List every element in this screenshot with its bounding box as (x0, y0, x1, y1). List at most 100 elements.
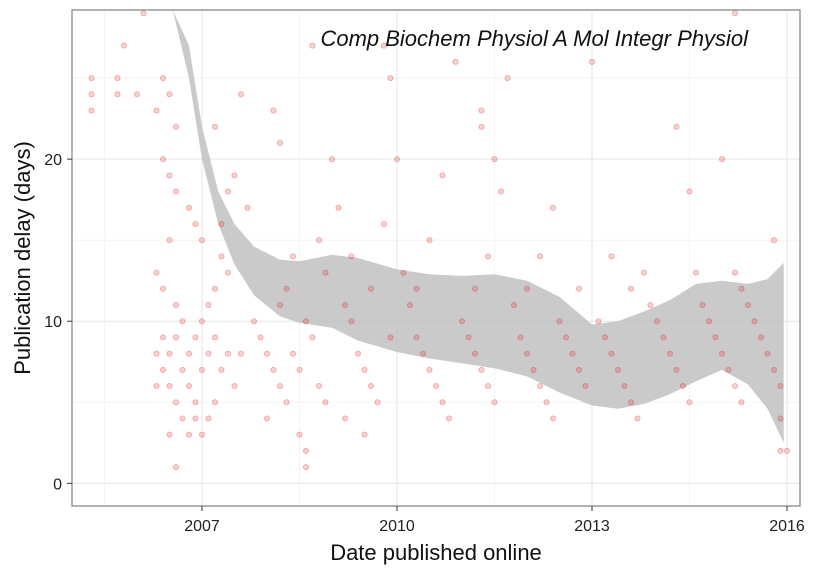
confidence-band (172, 10, 784, 443)
data-point (439, 399, 446, 406)
data-point (686, 188, 693, 195)
data-point (276, 302, 283, 309)
y-tick-label: 20 (44, 152, 62, 169)
data-point (628, 399, 635, 406)
data-point (224, 350, 231, 357)
data-point (361, 431, 368, 438)
data-point (621, 383, 628, 390)
data-point (478, 107, 485, 114)
x-tick-label: 2010 (379, 518, 415, 535)
data-point (198, 237, 205, 244)
data-point (211, 334, 218, 341)
data-point (400, 269, 407, 276)
data-point (517, 334, 524, 341)
data-point (712, 334, 719, 341)
data-point (192, 415, 199, 422)
data-point (758, 334, 765, 341)
data-point (458, 318, 465, 325)
data-point (159, 75, 166, 82)
data-point (88, 75, 95, 82)
data-point (452, 58, 459, 65)
data-point (296, 431, 303, 438)
data-point (634, 415, 641, 422)
chart-title: Comp Biochem Physiol A Mol Integr Physio… (320, 26, 749, 51)
data-point (576, 285, 583, 292)
data-point (153, 107, 160, 114)
data-point (602, 334, 609, 341)
data-point (296, 366, 303, 373)
data-point (270, 366, 277, 373)
data-point (309, 334, 316, 341)
data-point (354, 350, 361, 357)
data-point (172, 399, 179, 406)
data-point (309, 42, 316, 49)
data-point (121, 42, 128, 49)
data-point (374, 399, 381, 406)
data-point (257, 334, 264, 341)
data-point (179, 366, 186, 373)
data-point (589, 58, 596, 65)
data-point (406, 302, 413, 309)
data-point (153, 383, 160, 390)
data-point (159, 334, 166, 341)
data-point (211, 285, 218, 292)
data-point (478, 366, 485, 373)
data-point (159, 285, 166, 292)
y-tick-label: 10 (44, 314, 62, 331)
data-point (654, 318, 661, 325)
x-tick-label: 2013 (574, 518, 610, 535)
data-point (166, 350, 173, 357)
data-point (550, 415, 557, 422)
data-point (725, 366, 732, 373)
y-axis-title: Publication delay (days) (10, 141, 35, 375)
data-points (88, 10, 791, 471)
data-point (647, 302, 654, 309)
data-point (706, 318, 713, 325)
data-point (491, 399, 498, 406)
data-point (563, 334, 570, 341)
data-point (348, 318, 355, 325)
data-point (263, 415, 270, 422)
data-point (426, 366, 433, 373)
data-point (211, 399, 218, 406)
data-point (218, 366, 225, 373)
data-point (387, 75, 394, 82)
data-point (185, 350, 192, 357)
data-point (198, 318, 205, 325)
data-point (283, 399, 290, 406)
data-point (393, 156, 400, 163)
data-point (367, 383, 374, 390)
data-point (205, 415, 212, 422)
data-point (276, 139, 283, 146)
data-point (510, 302, 517, 309)
data-point (465, 334, 472, 341)
data-point (172, 302, 179, 309)
data-point (738, 399, 745, 406)
data-point (244, 204, 251, 211)
data-point (133, 91, 140, 98)
data-point (114, 91, 121, 98)
data-point (595, 318, 602, 325)
data-point (439, 172, 446, 179)
data-point (341, 302, 348, 309)
data-point (471, 285, 478, 292)
data-point (315, 383, 322, 390)
data-point (686, 399, 693, 406)
grid-lines (72, 10, 800, 506)
data-point (185, 431, 192, 438)
data-point (237, 91, 244, 98)
data-point (530, 366, 537, 373)
data-point (192, 334, 199, 341)
data-point (693, 269, 700, 276)
data-point (471, 350, 478, 357)
data-point (198, 366, 205, 373)
data-point (172, 464, 179, 471)
data-point (777, 383, 784, 390)
data-point (367, 285, 374, 292)
data-point (348, 253, 355, 260)
data-point (732, 383, 739, 390)
data-point (361, 366, 368, 373)
data-point (166, 172, 173, 179)
data-point (166, 383, 173, 390)
